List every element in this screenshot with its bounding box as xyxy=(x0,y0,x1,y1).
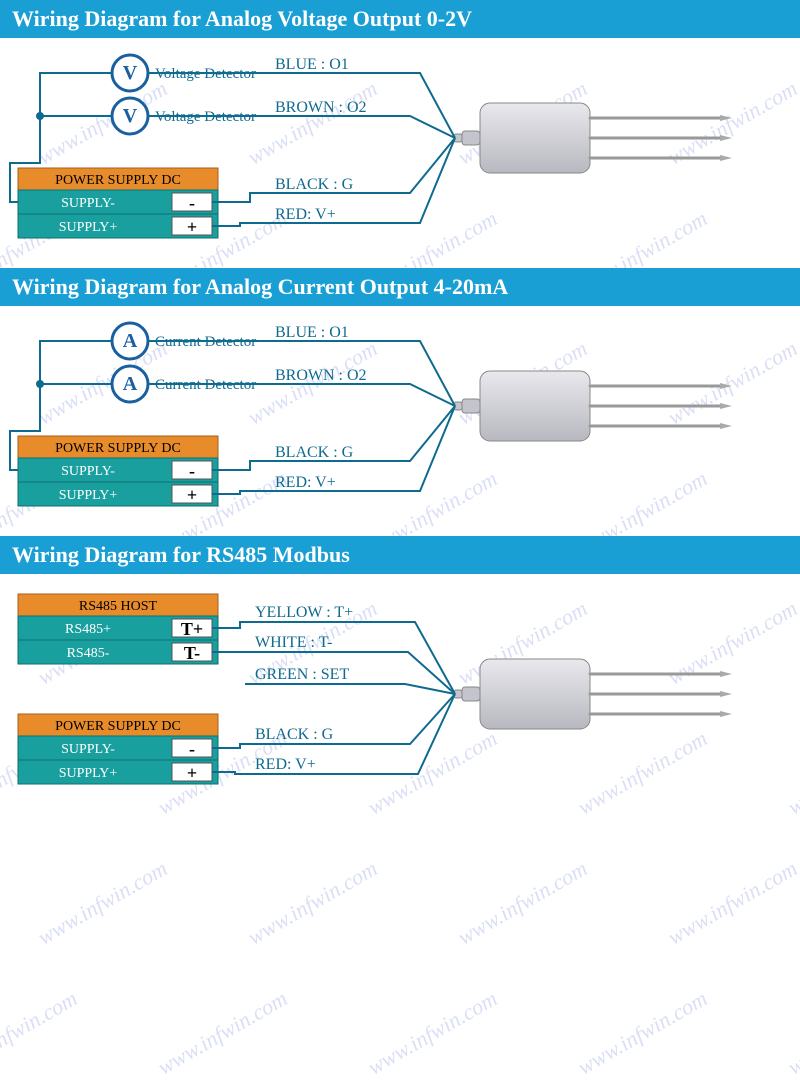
terminal-symbol: - xyxy=(189,461,195,481)
psu-row-label: SUPPLY+ xyxy=(59,220,118,235)
wire-label: BLACK : G xyxy=(275,444,354,461)
psu-row-label: SUPPLY- xyxy=(61,196,115,211)
wire-label: BROWN : O2 xyxy=(275,367,367,384)
wire-label: GREEN : SET xyxy=(255,666,349,683)
wire-label: BROWN : O2 xyxy=(275,99,367,116)
psu-header-text: POWER SUPPLY DC xyxy=(55,719,181,734)
terminal-symbol: - xyxy=(189,739,195,759)
meter-letter: A xyxy=(123,373,138,395)
sensor-device xyxy=(454,659,732,729)
sensor-device xyxy=(454,103,732,173)
wire-label: YELLOW : T+ xyxy=(255,604,353,621)
psu-header-text: POWER SUPPLY DC xyxy=(55,441,181,456)
psu-row-label: RS485- xyxy=(67,646,110,661)
terminal-symbol: T- xyxy=(184,643,200,663)
psu-row-label: SUPPLY+ xyxy=(59,766,118,781)
section-title: Wiring Diagram for Analog Voltage Output… xyxy=(0,0,800,38)
wire-label: BLACK : G xyxy=(275,176,354,193)
terminal-symbol: T+ xyxy=(181,619,203,639)
psu-header-text: POWER SUPPLY DC xyxy=(55,173,181,188)
terminal-symbol: + xyxy=(187,485,197,505)
psu-header-text: RS485 HOST xyxy=(79,599,158,614)
section-title: Wiring Diagram for RS485 Modbus xyxy=(0,536,800,574)
psu-row-label: RS485+ xyxy=(65,622,111,637)
meter-letter: A xyxy=(123,330,138,352)
wire-label: BLUE : O1 xyxy=(275,324,349,341)
wire-label: RED: V+ xyxy=(255,756,316,773)
wire-label: RED: V+ xyxy=(275,474,336,491)
terminal-symbol: + xyxy=(187,763,197,783)
section-title: Wiring Diagram for Analog Current Output… xyxy=(0,268,800,306)
psu-row-label: SUPPLY- xyxy=(61,464,115,479)
wire-label: BLUE : O1 xyxy=(275,56,349,73)
psu-row-label: SUPPLY+ xyxy=(59,488,118,503)
meter-letter: V xyxy=(123,105,138,127)
wire-label: BLACK : G xyxy=(255,726,334,743)
sensor-device xyxy=(454,371,732,441)
terminal-symbol: + xyxy=(187,217,197,237)
psu-row-label: SUPPLY- xyxy=(61,742,115,757)
terminal-symbol: - xyxy=(189,193,195,213)
wire-label: RED: V+ xyxy=(275,206,336,223)
wire-label: WHITE : T- xyxy=(255,634,332,651)
meter-letter: V xyxy=(123,62,138,84)
